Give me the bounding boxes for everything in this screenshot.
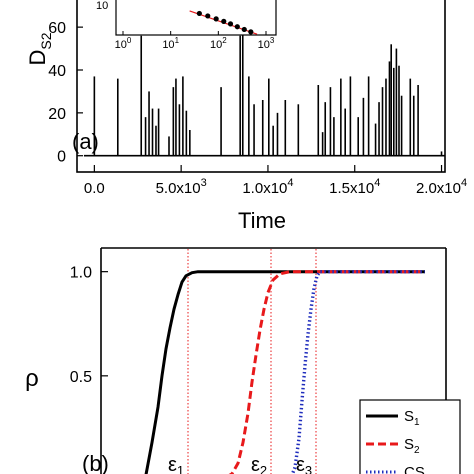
panel-a-x-tick-label-main: 1.5x10	[329, 180, 374, 197]
panel-a-label: (a)	[72, 129, 99, 154]
legend-label-s2: S2	[404, 436, 420, 456]
inset-plot: 100 101 102 103 10	[96, 0, 277, 51]
legend-box	[359, 399, 461, 474]
panel-a-y-axis-label: DS2	[25, 32, 54, 65]
panel-a-x-tick-label: 1.0x104	[242, 177, 293, 197]
legend-label-s1: S1	[404, 408, 420, 428]
inset-point	[213, 16, 219, 22]
inset-x-tick-label-main: 10	[115, 39, 127, 51]
panel-a-x-tick-label-exp: 4	[287, 177, 293, 189]
threshold-label-main: ε	[168, 454, 177, 474]
panel-a-series	[83, 27, 445, 157]
panel-a-x-tick-label: 1.5x104	[329, 177, 380, 197]
inset-y-tick-label: 10	[96, 0, 108, 12]
panel-b-y-tick-label: 1.0	[70, 265, 92, 282]
panel-a-y-tick-label-main: 0	[57, 149, 66, 166]
panel-a-x-tick-label-main: 0.0	[84, 180, 105, 197]
threshold-label: ε1	[168, 454, 184, 474]
inset-x-tick-label: 102	[210, 36, 227, 51]
panel-b-y-axis-label: ρ	[25, 365, 39, 392]
panel-a-y-axis-label-main: D	[25, 50, 50, 66]
panel-a-y-tick-label: 20	[48, 106, 66, 123]
threshold-label-sub: 3	[305, 463, 312, 474]
panel-a-x-tick-label: 0.0	[84, 180, 105, 197]
inset-x-tick-label: 101	[162, 36, 179, 51]
legend-label-s1-sub: 1	[414, 417, 420, 428]
panel-a-y-tick-label: 60	[48, 20, 66, 37]
panel-a-x-tick-label-main: 5.0x10	[156, 180, 201, 197]
inset-x-tick-label-exp: 2	[222, 36, 227, 45]
threshold-label-main: ε	[251, 454, 260, 474]
inset-frame	[115, 0, 277, 36]
panel-b-series	[144, 270, 425, 474]
inset-point	[205, 13, 211, 19]
inset-x-tick-label-main: 10	[258, 39, 270, 51]
panel-b-y-tick-label-main: 1.0	[70, 265, 92, 282]
threshold-label: ε2	[251, 454, 267, 474]
inset-point	[241, 26, 247, 33]
panel-a-frame	[76, 0, 446, 173]
panel-a-x-tick-label-main: 2.0x10	[416, 180, 461, 197]
inset-x-tick-label-exp: 1	[175, 36, 180, 45]
panel-a-y-tick-label-main: 60	[48, 20, 66, 37]
panel-a-x-axis-label: Time	[238, 208, 286, 233]
threshold-label-main: ε	[296, 454, 305, 474]
series-line-1	[144, 270, 425, 474]
panel-a-x-ticks: 0.0 5.0x103 1.0x104 1.5x104 2.0x104	[84, 165, 467, 197]
panel-a-x-tick-label-main: 1.0x10	[242, 180, 287, 197]
inset-x-tick-label: 103	[258, 36, 275, 51]
panel-b: 0.51.0 ε1 ε2 ε3 ρ (b) S1 S2 CS	[25, 247, 461, 474]
inset-points	[196, 10, 254, 35]
threshold-label: ε3	[296, 454, 312, 474]
legend-label-s1-main: S	[404, 408, 414, 425]
legend-label-s2-sub: 2	[414, 445, 420, 456]
legend-label-s2-main: S	[404, 436, 414, 453]
inset-point	[248, 29, 254, 35]
panel-a-y-tick-label-main: 20	[48, 106, 66, 123]
threshold-label-sub: 2	[260, 463, 267, 474]
panel-a-x-tick-label-exp: 4	[461, 177, 467, 189]
inset-x-tick-label: 100	[115, 36, 132, 51]
panel-a-x-tick-label-exp: 3	[201, 177, 207, 189]
legend-label-cs: CS	[404, 464, 425, 474]
panel-a-x-tick-label: 2.0x104	[416, 177, 467, 197]
inset-point	[227, 21, 234, 27]
panel-a-x-tick-label-exp: 4	[374, 177, 380, 189]
panel-a-x-tick-label: 5.0x103	[156, 177, 207, 197]
inset-x-tick-label-exp: 3	[270, 36, 275, 45]
panel-b-y-tick-label-main: 0.5	[70, 369, 92, 386]
panel-b-y-tick-label: 0.5	[70, 369, 92, 386]
panel-b-label: (b)	[82, 451, 109, 474]
threshold-label-sub: 1	[177, 463, 184, 474]
panel-a-y-ticks: 0 20 40 60	[48, 20, 83, 166]
inset-point	[234, 24, 240, 30]
inset-point	[221, 18, 227, 24]
inset-x-ticks: 100 101 102 103	[115, 31, 275, 51]
panel-a-y-tick-label-main: 40	[48, 63, 66, 80]
inset-x-tick-label-exp: 0	[127, 36, 132, 45]
inset-x-tick-label-main: 10	[210, 39, 222, 51]
legend: S1 S2 CS	[359, 399, 461, 474]
panel-b-y-ticks: 0.5 1.0	[70, 265, 108, 386]
inset-point	[196, 10, 202, 17]
panel-b-thresholds: ε1 ε2 ε3	[168, 249, 317, 474]
panel-a-y-axis-label-sub: S2	[38, 32, 54, 49]
series-line-2	[228, 270, 425, 474]
series-line-3	[290, 270, 425, 474]
panel-a-y-tick-label: 0	[57, 149, 66, 166]
inset-x-tick-label-main: 10	[162, 39, 174, 51]
svg-text:DS2: DS2	[25, 32, 54, 65]
panel-a-y-tick-label: 40	[48, 63, 66, 80]
